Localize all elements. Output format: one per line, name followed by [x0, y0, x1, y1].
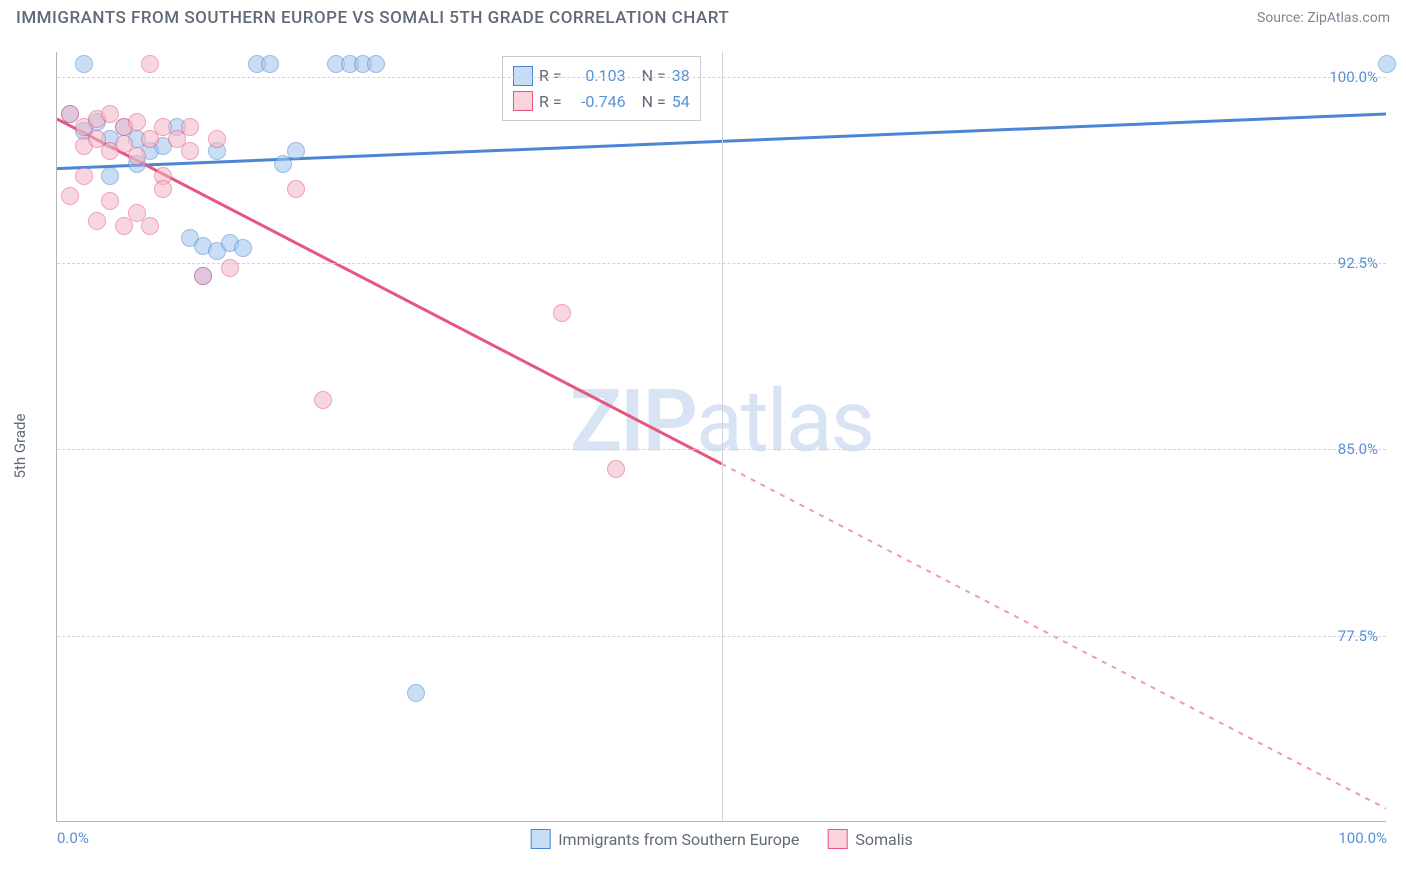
- data-point: [128, 113, 146, 131]
- x-tick-label: 0.0%: [57, 829, 89, 847]
- source-label: Source: ZipAtlas.com: [1257, 10, 1390, 26]
- data-point: [154, 180, 172, 198]
- data-point: [75, 55, 93, 73]
- data-point: [208, 130, 226, 148]
- data-point: [181, 118, 199, 136]
- data-point: [221, 259, 239, 277]
- y-tick-label: 92.5%: [1338, 254, 1378, 272]
- correlation-legend: R =0.103N =38R =-0.746N =54: [502, 56, 701, 121]
- data-point: [128, 147, 146, 165]
- data-point: [101, 167, 119, 185]
- y-axis-title: 5th Grade: [11, 414, 29, 479]
- data-point: [61, 187, 79, 205]
- y-tick-label: 77.5%: [1338, 627, 1378, 645]
- data-point: [607, 460, 625, 478]
- data-point: [407, 684, 425, 702]
- data-point: [181, 142, 199, 160]
- legend-swatch: [513, 91, 533, 111]
- data-point: [287, 142, 305, 160]
- y-tick-label: 100.0%: [1329, 68, 1378, 86]
- legend-row: R =0.103N =38: [513, 63, 690, 89]
- data-point: [1378, 55, 1396, 73]
- legend-item: Immigrants from Southern Europe: [530, 829, 799, 849]
- legend-swatch: [513, 66, 533, 86]
- data-point: [261, 55, 279, 73]
- data-point: [287, 180, 305, 198]
- y-tick-label: 85.0%: [1338, 440, 1378, 458]
- data-point: [314, 391, 332, 409]
- data-point: [367, 55, 385, 73]
- chart-title: IMMIGRANTS FROM SOUTHERN EUROPE VS SOMAL…: [16, 8, 729, 28]
- legend-row: R =-0.746N =54: [513, 89, 690, 115]
- series-legend: Immigrants from Southern Europe Somalis: [530, 829, 913, 849]
- data-point: [553, 304, 571, 322]
- data-point: [88, 212, 106, 230]
- data-point: [141, 217, 159, 235]
- legend-swatch: [827, 829, 847, 849]
- data-point: [141, 55, 159, 73]
- legend-swatch: [530, 829, 550, 849]
- legend-item: Somalis: [827, 829, 912, 849]
- data-point: [75, 167, 93, 185]
- x-tick-label: 100.0%: [1338, 829, 1387, 847]
- data-point: [101, 192, 119, 210]
- data-point: [194, 267, 212, 285]
- data-point: [234, 239, 252, 257]
- scatter-plot: ZIPatlas R =0.103N =38R =-0.746N =54 Imm…: [56, 52, 1386, 822]
